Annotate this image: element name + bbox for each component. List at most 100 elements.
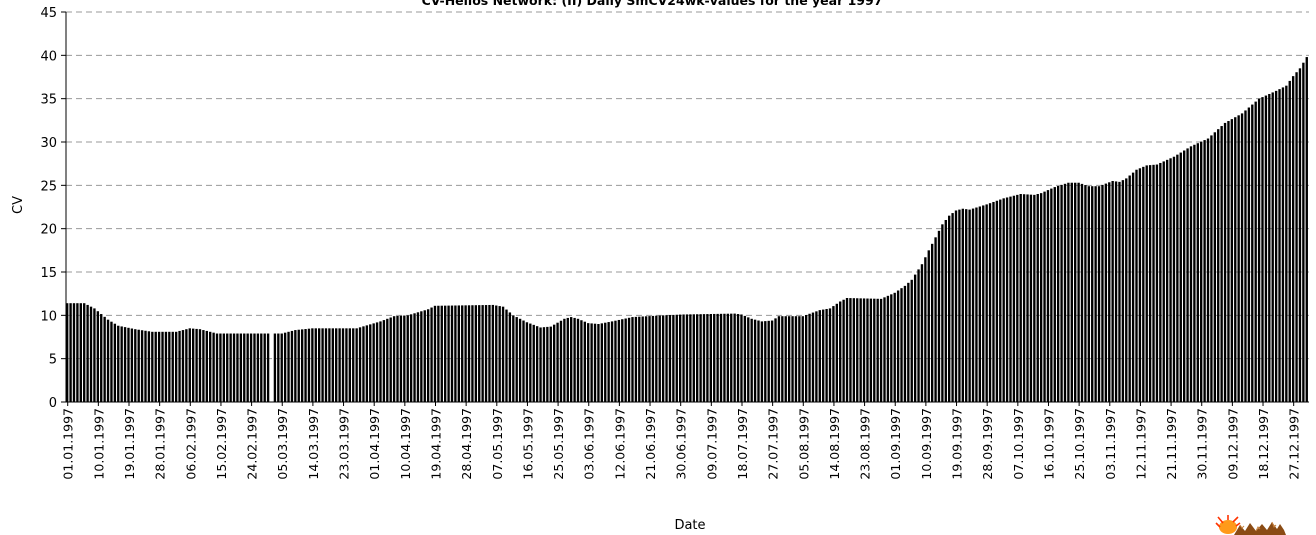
bar: [324, 328, 328, 402]
bar: [835, 303, 838, 402]
bar: [1087, 186, 1090, 402]
bar: [501, 306, 505, 402]
bar: [566, 317, 569, 402]
bar: [1186, 148, 1189, 402]
bar: [100, 314, 103, 402]
bar: [1165, 159, 1169, 402]
bar: [437, 305, 440, 402]
bar: [678, 314, 682, 402]
bar: [839, 301, 842, 402]
bar: [403, 315, 406, 402]
bar: [672, 314, 675, 402]
bar: [495, 305, 498, 402]
bar: [188, 328, 191, 402]
bar: [1067, 182, 1070, 402]
bar: [151, 331, 154, 402]
bar: [426, 309, 430, 402]
bar: [1050, 188, 1053, 402]
bar: [573, 317, 576, 402]
bar: [372, 323, 375, 402]
bar: [365, 325, 369, 402]
bar: [335, 328, 338, 402]
x-axis-label: Date: [674, 518, 705, 533]
bar: [246, 333, 249, 402]
bar: [369, 324, 372, 402]
x-tick-label: 27.12.1997: [1287, 408, 1302, 480]
bar: [505, 309, 508, 402]
bar: [1193, 144, 1196, 402]
bar: [665, 315, 668, 402]
bar: [808, 313, 811, 402]
bar: [1131, 172, 1135, 402]
bar: [1288, 80, 1291, 403]
bar: [753, 319, 757, 402]
bar: [719, 313, 723, 402]
bar: [730, 313, 733, 402]
bar: [226, 333, 229, 402]
bar: [93, 308, 96, 402]
bar: [1036, 194, 1039, 402]
bar: [621, 319, 624, 402]
x-tick-label: 03.11.1997: [1103, 408, 1118, 480]
bar: [1203, 140, 1206, 402]
bar: [890, 294, 893, 402]
bar: [951, 213, 954, 402]
bar: [842, 299, 845, 402]
bar: [1022, 194, 1026, 402]
bar: [1278, 89, 1281, 402]
x-tick-label: 23.08.1997: [858, 408, 873, 480]
bar: [171, 331, 174, 402]
bar: [556, 322, 559, 402]
bar: [869, 298, 873, 402]
bar: [770, 320, 774, 402]
bar: [447, 305, 450, 402]
bar: [123, 327, 127, 402]
bar: [117, 325, 120, 402]
bar: [583, 321, 586, 402]
y-tick-label: 45: [40, 6, 57, 21]
bar: [515, 317, 518, 402]
bar: [154, 331, 157, 402]
bar: [1108, 182, 1111, 402]
bar: [818, 310, 821, 402]
bar: [862, 298, 866, 402]
bar: [168, 331, 171, 402]
bar: [120, 326, 123, 402]
bar: [341, 328, 345, 402]
bar: [1019, 194, 1022, 402]
bars: [66, 57, 1308, 403]
bar: [576, 318, 580, 402]
bar: [958, 209, 961, 402]
bar: [1169, 158, 1172, 402]
bar: [1012, 195, 1016, 402]
x-tick-label: 12.06.1997: [612, 408, 627, 480]
bar: [777, 316, 781, 402]
bar: [478, 305, 481, 402]
bar: [736, 314, 740, 402]
bar: [856, 298, 859, 402]
bar: [924, 257, 927, 402]
bar: [314, 328, 317, 402]
bar: [1254, 101, 1257, 403]
axes: [65, 12, 1309, 406]
bar: [1084, 185, 1087, 402]
bar: [822, 309, 825, 402]
bar: [733, 313, 736, 402]
x-tick-label: 03.06.1997: [582, 408, 597, 480]
bar: [1244, 110, 1247, 402]
bar: [1213, 132, 1217, 403]
bar: [461, 305, 464, 402]
x-tick-label: 30.11.1997: [1195, 408, 1210, 480]
bar: [532, 324, 535, 402]
bar: [774, 318, 777, 402]
bar: [995, 200, 999, 402]
bar: [362, 326, 365, 402]
y-tick-labels: 0 5 10 15 20 25 30 35 40 45: [40, 6, 57, 411]
bar: [273, 333, 277, 402]
bar: [321, 328, 324, 402]
bar: [355, 328, 358, 402]
y-tick-label: 20: [40, 223, 57, 238]
bar: [331, 328, 334, 402]
bar: [590, 323, 593, 402]
bar: [1264, 95, 1268, 403]
